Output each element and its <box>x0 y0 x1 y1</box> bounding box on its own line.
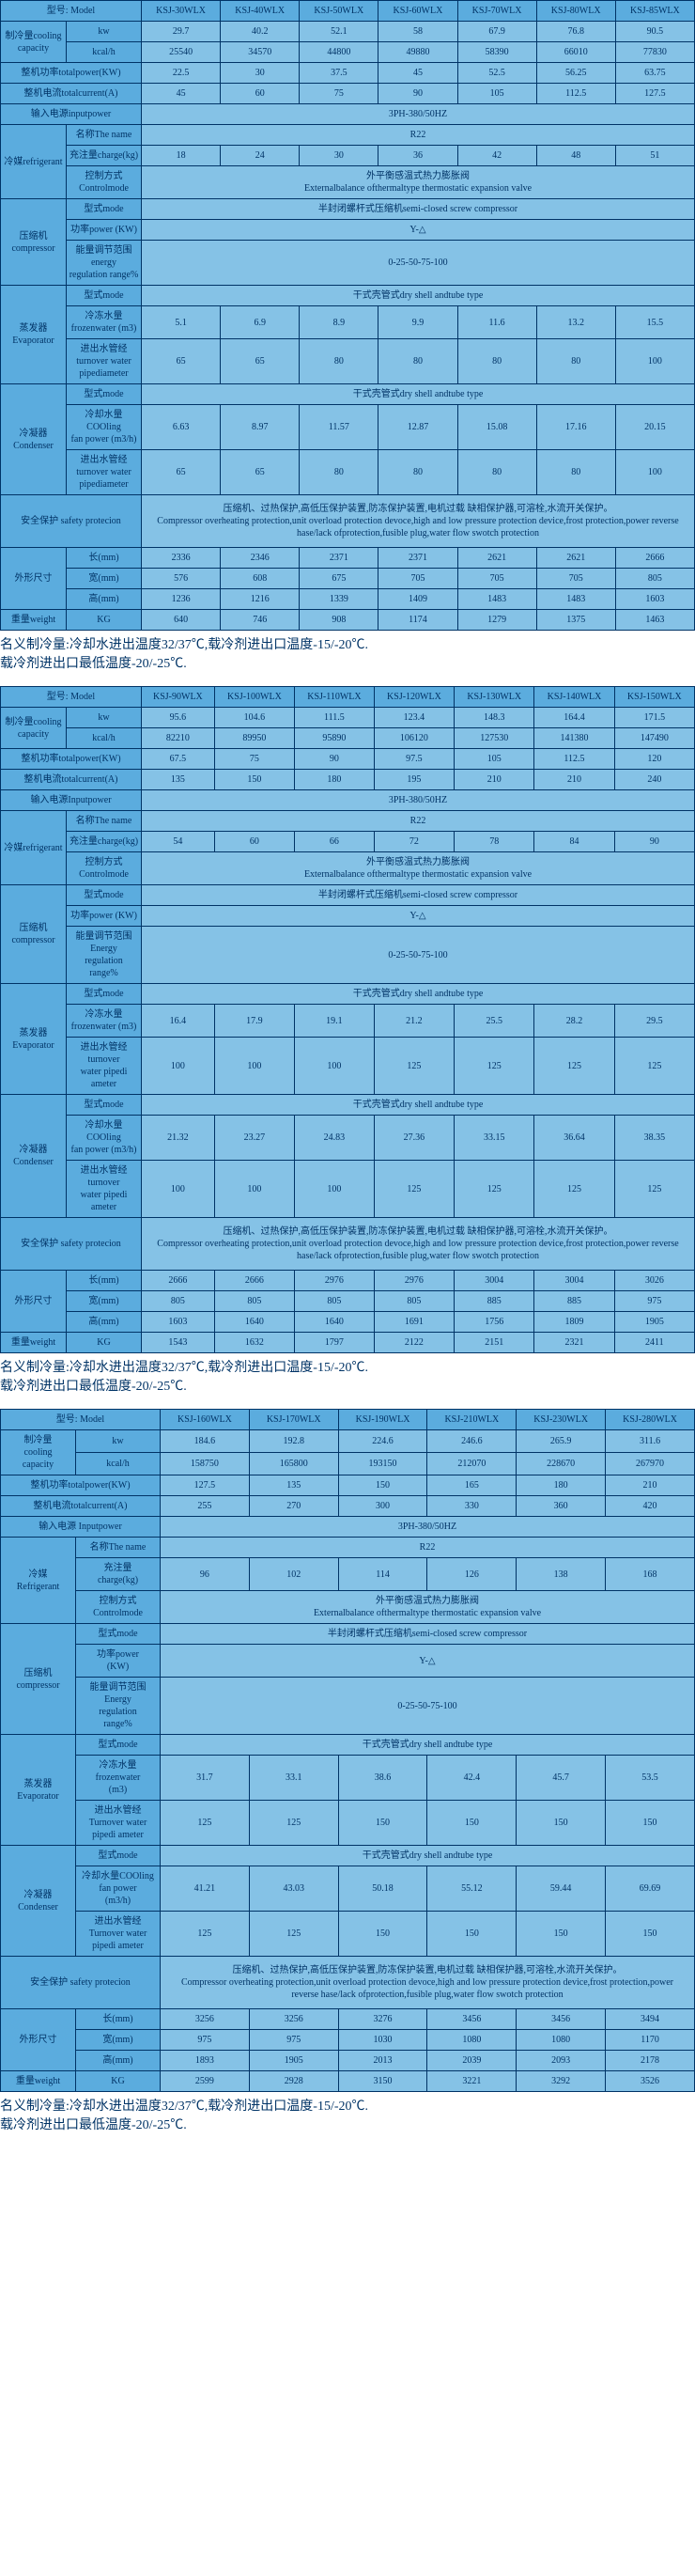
spec-table-1: 型号: Model KSJ-30WLXKSJ-40WLXKSJ-50WLXKSJ… <box>0 0 695 631</box>
note-2: 名义制冷量:冷却水进出温度32/37℃,载冷剂进出口温度-15/-20℃.载冷剂… <box>0 1353 695 1409</box>
note-1: 名义制冷量:冷却水进出温度32/37℃,载冷剂进出口温度-15/-20℃.载冷剂… <box>0 631 695 686</box>
spec-table-3: 型号: Model KSJ-160WLXKSJ-170WLXKSJ-190WLX… <box>0 1409 695 2092</box>
model-label: 型号: Model <box>1 1 142 22</box>
cooling-label: 制冷量coolingcapacity <box>1 22 67 63</box>
spec-table-2: 型号: Model KSJ-90WLXKSJ-100WLXKSJ-110WLXK… <box>0 686 695 1353</box>
model-col: KSJ-30WLX <box>142 1 221 22</box>
note-3: 名义制冷量:冷却水进出温度32/37℃,载冷剂进出口温度-15/-20℃.载冷剂… <box>0 2092 695 2147</box>
val: 29.7 <box>142 22 221 42</box>
